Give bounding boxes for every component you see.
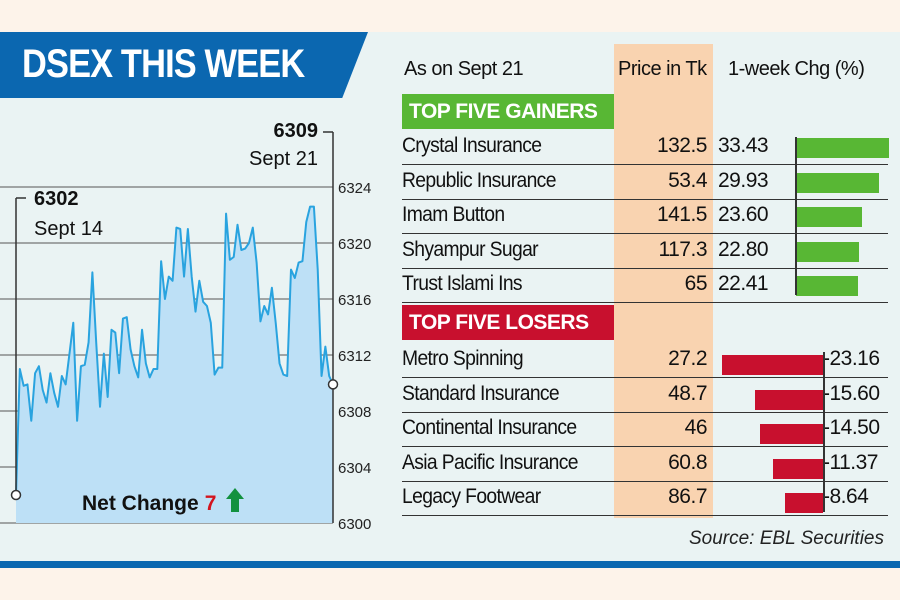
y-tick-label: 6316 xyxy=(338,292,371,309)
loser-row: Metro Spinning 27.2 -23.16 xyxy=(402,343,888,378)
y-tick-label: 6308 xyxy=(338,404,371,421)
chart-title: DSEX THIS WEEK xyxy=(22,42,305,86)
price-column-highlight xyxy=(614,44,713,518)
gain-bar xyxy=(796,172,880,193)
loss-bar xyxy=(722,355,823,375)
change-value: 33.43 xyxy=(718,134,769,157)
y-tick-label: 6304 xyxy=(338,460,371,477)
loser-row: Asia Pacific Insurance 60.8 -11.37 xyxy=(402,447,888,482)
gain-bar xyxy=(796,241,860,262)
company-name: Standard Insurance xyxy=(402,381,560,405)
price-value: 65 xyxy=(684,272,708,295)
change-value: -11.37 xyxy=(823,450,879,474)
company-name: Legacy Footwear xyxy=(402,485,541,508)
gain-bar xyxy=(796,207,862,227)
losers-section-label: TOP FIVE LOSERS xyxy=(402,305,614,340)
end-date-label: Sept 21 xyxy=(249,148,318,170)
gainer-row: Trust Islami Ins 65 22.41 xyxy=(402,268,888,303)
as-on-date: As on Sept 21 xyxy=(404,58,524,80)
change-value: -23.16 xyxy=(823,347,880,370)
gainer-row: Republic Insurance 53.4 29.93 xyxy=(402,165,888,200)
price-value: 86.7 xyxy=(668,485,707,508)
change-header: 1-week Chg (%) xyxy=(728,58,865,80)
price-value: 141.5 xyxy=(656,203,708,226)
loser-row: Standard Insurance 48.7 -15.60 xyxy=(402,378,888,413)
change-value: 23.60 xyxy=(718,203,769,226)
company-name: Metro Spinning xyxy=(402,347,524,370)
title-banner: DSEX THIS WEEK xyxy=(0,32,368,98)
price-value: 46 xyxy=(684,416,708,439)
company-name: Shyampur Sugar xyxy=(402,237,539,261)
gain-bar xyxy=(796,138,889,158)
net-change-value: 7 xyxy=(204,492,217,515)
price-value: 60.8 xyxy=(668,450,707,474)
start-value-label: 6302 xyxy=(34,188,79,210)
company-name: Imam Button xyxy=(402,203,505,226)
loss-bar xyxy=(754,389,823,410)
change-value: -14.50 xyxy=(823,416,880,439)
price-header: Price in Tk xyxy=(618,58,707,80)
gainer-row: Imam Button 141.5 23.60 xyxy=(402,199,888,234)
loss-bar xyxy=(759,424,823,444)
net-change: Net Change 7 xyxy=(82,488,245,516)
end-value-label: 6309 xyxy=(273,120,319,142)
y-tick-label: 6324 xyxy=(338,180,371,197)
price-value: 132.5 xyxy=(656,134,708,157)
bottom-stripe xyxy=(0,561,900,568)
price-value: 27.2 xyxy=(668,347,707,370)
price-value: 53.4 xyxy=(668,168,707,192)
gainer-row: Shyampur Sugar 117.3 22.80 xyxy=(402,234,888,269)
gainers-section-label: TOP FIVE GAINERS xyxy=(402,94,614,129)
change-value: -15.60 xyxy=(823,381,880,405)
loser-row: Legacy Footwear 86.7 -8.64 xyxy=(402,481,888,516)
loser-row: Continental Insurance 46 -14.50 xyxy=(402,412,888,447)
change-value: 29.93 xyxy=(718,168,769,192)
y-tick-label: 6320 xyxy=(338,236,371,253)
chart-series-line xyxy=(15,205,334,496)
end-point xyxy=(327,379,339,390)
gain-bar xyxy=(796,276,859,296)
price-value: 117.3 xyxy=(658,237,708,261)
company-name: Continental Insurance xyxy=(402,416,577,439)
loss-bar xyxy=(773,458,823,479)
company-name: Republic Insurance xyxy=(402,168,556,192)
company-name: Asia Pacific Insurance xyxy=(402,450,579,474)
y-tick-label: 6312 xyxy=(338,348,371,365)
start-date-label: Sept 14 xyxy=(34,218,103,240)
company-name: Crystal Insurance xyxy=(402,134,542,157)
y-tick-label: 6300 xyxy=(338,516,371,533)
change-value: -8.64 xyxy=(823,485,869,508)
source-note: Source: EBL Securities xyxy=(688,528,884,549)
gainers-bar-axis xyxy=(795,137,797,295)
gainer-row: Crystal Insurance 132.5 33.43 xyxy=(402,130,889,165)
price-value: 48.7 xyxy=(668,381,707,405)
net-change-label: Net Change xyxy=(82,492,199,515)
losers-bar-axis xyxy=(823,352,825,512)
dsex-line-chart: 6300 6304 6308 6312 6316 6320 6324 xyxy=(0,131,371,533)
company-name: Trust Islami Ins xyxy=(402,272,523,295)
start-point xyxy=(10,489,22,501)
loss-bar xyxy=(785,493,823,513)
chart-area-fill xyxy=(16,206,333,523)
change-value: 22.41 xyxy=(718,272,769,295)
change-value: 22.80 xyxy=(718,237,769,261)
up-arrow-icon xyxy=(226,488,245,512)
